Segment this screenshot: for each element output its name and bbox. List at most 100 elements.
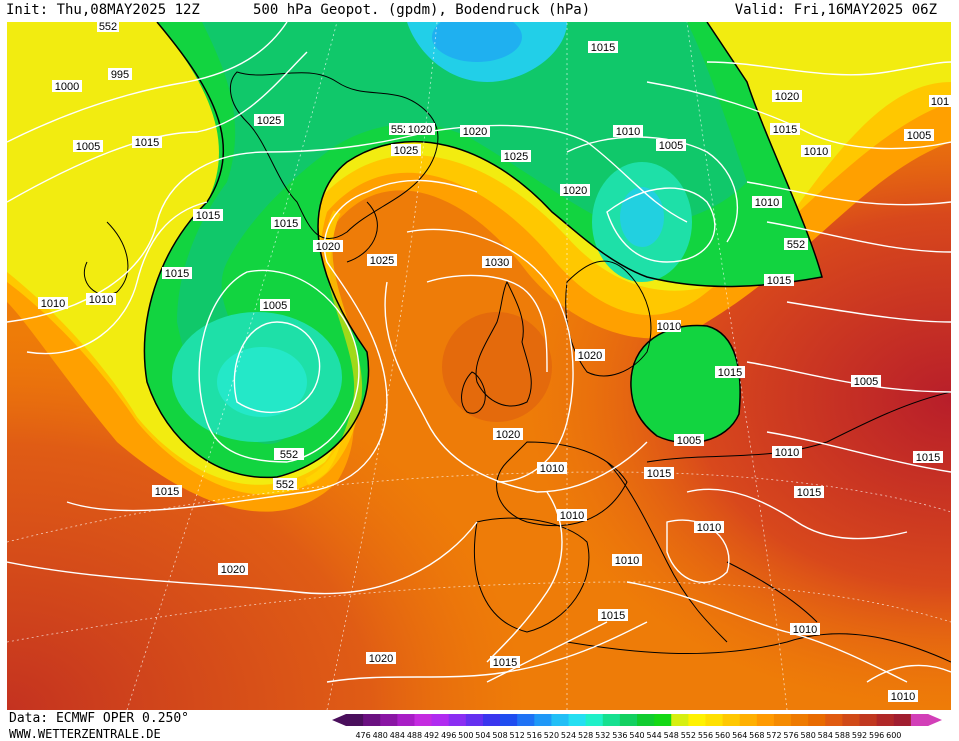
isobar-label-text: 552 — [99, 22, 117, 33]
isobar-label-text: 1010 — [540, 463, 564, 475]
isobar-label: 1015 — [644, 467, 674, 480]
isobar-label-text: 1005 — [677, 435, 701, 447]
isobar-label-text: 1005 — [854, 376, 878, 388]
isobar-label-text: 1025 — [257, 115, 281, 127]
legend-arrow-left — [332, 714, 346, 726]
isobar-label: 1020 — [218, 563, 248, 576]
isobar-label-text: 1010 — [89, 294, 113, 306]
isobar-label-text: 1000 — [55, 81, 79, 93]
isobar-label: 1015 — [598, 609, 628, 622]
legend-swatch — [876, 714, 895, 726]
legend-swatch — [859, 714, 878, 726]
legend-tick-label: 524 — [561, 731, 576, 740]
legend-swatch — [808, 714, 826, 726]
legend-swatch — [756, 714, 775, 726]
isobar-label: 1025 — [501, 150, 531, 163]
legend-tick-label: 544 — [646, 731, 661, 740]
legend-swatch — [705, 714, 724, 726]
isobar-label-text: 1010 — [560, 510, 584, 522]
isobar-label: 1015 — [764, 274, 794, 287]
legend-swatch — [534, 714, 552, 726]
isobar-label: 1020 — [366, 652, 396, 665]
data-credit: Data: ECMWF OPER 0.250° — [9, 711, 190, 726]
isobar-label-text: 1025 — [394, 145, 418, 157]
isobar-label-text: 101 — [931, 96, 949, 108]
isobar-label-text: 552 — [280, 449, 298, 461]
legend-tick-label: 564 — [732, 731, 747, 740]
isobar-label-text: 1010 — [755, 197, 779, 209]
isobar-label: 1015 — [490, 656, 520, 669]
isobar-label-text: 1015 — [591, 42, 615, 54]
isobar-label: 1020 — [460, 125, 490, 138]
isobar-label: 1030 — [482, 256, 512, 269]
legend-tick-label: 560 — [715, 731, 730, 740]
legend-swatch — [346, 714, 364, 726]
header-bar: Init: Thu,08MAY2025 12Z 500 hPa Geopot. … — [0, 0, 959, 22]
isobar-label-text: 1010 — [697, 522, 721, 534]
isobar-label: 1010 — [657, 320, 681, 333]
legend-tick-label: 528 — [578, 731, 593, 740]
isobar-label-text: 1015 — [797, 487, 821, 499]
isobars — [7, 22, 951, 683]
isobar-label-text: 552 — [787, 239, 805, 251]
isobar-label: 1005 — [260, 299, 290, 312]
isobar-labels: 552 995 1000 1005 1015 1025 552 1020 102… — [38, 22, 951, 703]
legend-tick-label: 580 — [801, 731, 816, 740]
isobar-label-text: 1020 — [221, 564, 245, 576]
legend-swatch — [671, 714, 689, 726]
legend-tick-label: 484 — [390, 731, 405, 740]
isobar-label: 1025 — [367, 254, 397, 267]
isobar-label: 1020 — [313, 240, 343, 253]
legend-tick-label: 588 — [835, 731, 850, 740]
legend-swatches — [332, 714, 942, 726]
isobar-label: 1010 — [772, 446, 802, 459]
isobar-label-text: 1010 — [41, 298, 65, 310]
isobar-label: 1010 — [752, 196, 782, 209]
isobar-label: 1025 — [254, 114, 284, 127]
legend-swatch — [585, 714, 604, 726]
isobar-label: 101 — [929, 95, 951, 108]
isobar-label: 1000 — [52, 80, 82, 93]
isobar-label-text: 1005 — [659, 140, 683, 152]
isobar-label: 1005 — [656, 139, 686, 152]
legend-tick-label: 496 — [441, 731, 456, 740]
isobar-label: 1005 — [73, 140, 103, 153]
legend-tick-label: 520 — [544, 731, 559, 740]
isobar-label-text: 1020 — [463, 126, 487, 138]
isobar-label: 1015 — [271, 217, 301, 230]
isobar-label-text: 552 — [276, 479, 294, 491]
isobar-label-text: 1010 — [657, 321, 681, 333]
legend-swatch — [893, 714, 912, 726]
footer-bar: Data: ECMWF OPER 0.250° WWW.WETTERZENTRA… — [0, 710, 959, 741]
legend-tick-label: 476 — [355, 731, 370, 740]
legend-swatch — [637, 714, 655, 726]
isobar-label: 1015 — [162, 267, 192, 280]
isobar-label-text: 1015 — [274, 218, 298, 230]
isobar-label-text: 1020 — [369, 653, 393, 665]
isobar-label: 1005 — [904, 129, 934, 142]
isobar-label-text: 1010 — [891, 691, 915, 703]
legend-swatch — [842, 714, 861, 726]
legend-swatch — [517, 714, 535, 726]
legend-swatch — [825, 714, 843, 726]
isobar-label-text: 1005 — [263, 300, 287, 312]
isobar-label: 1010 — [801, 145, 831, 158]
valid-time: Valid: Fri,16MAY2025 06Z — [734, 2, 937, 18]
legend-swatch — [482, 714, 501, 726]
map-title: 500 hPa Geopot. (gpdm), Bodendruck (hPa) — [253, 2, 591, 18]
legend-swatch — [551, 714, 570, 726]
isobar-label: 1020 — [405, 123, 435, 136]
isobar-label: 1020 — [493, 428, 523, 441]
isobar-label: 1010 — [86, 293, 116, 306]
isobar-label: 1015 — [588, 41, 618, 54]
legend-swatch — [500, 714, 518, 726]
isobar-label: 552 — [97, 22, 119, 33]
isobar-label-text: 1010 — [804, 146, 828, 158]
isobar-label-text: 1025 — [504, 151, 528, 163]
isobar-label: 1015 — [913, 451, 943, 464]
coastlines — [83, 71, 951, 663]
legend-tick-label: 508 — [492, 731, 507, 740]
isobar-label-text: 1020 — [775, 91, 799, 103]
isobar-label-text: 1015 — [647, 468, 671, 480]
isobar-label: 1005 — [674, 434, 704, 447]
